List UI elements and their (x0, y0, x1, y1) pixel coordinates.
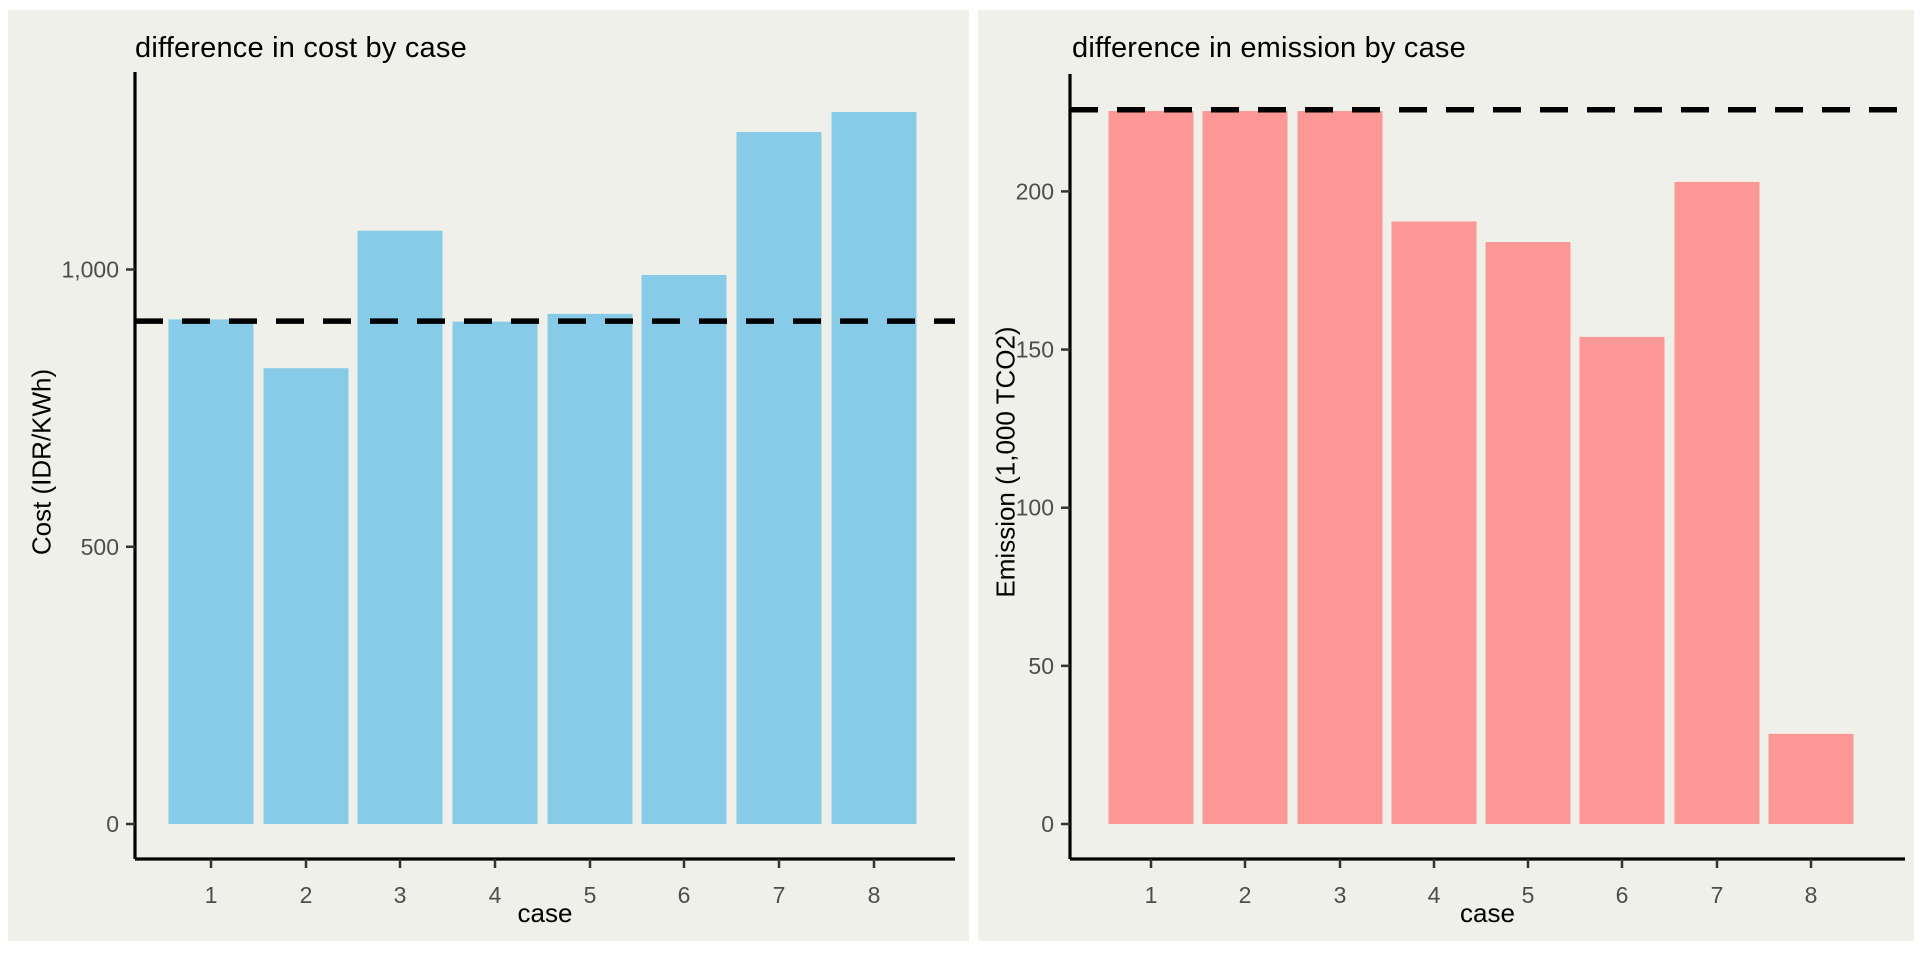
x-tick-label: 4 (489, 882, 502, 908)
x-tick-label: 4 (1428, 882, 1441, 908)
emission-x-axis-title: case (1460, 898, 1515, 928)
x-tick-label: 5 (1522, 882, 1535, 908)
x-tick-label: 2 (300, 882, 313, 908)
bar-case-3 (1297, 111, 1383, 824)
x-tick-label: 3 (1334, 882, 1347, 908)
emission-chart-figure: difference in emission by case Emission … (978, 10, 1914, 941)
x-tick-label: 8 (868, 882, 881, 908)
x-tick-label: 3 (394, 882, 407, 908)
bar-case-1 (1108, 111, 1194, 824)
x-tick-label: 1 (205, 882, 218, 908)
x-tick-label: 7 (1711, 882, 1724, 908)
bar-case-4 (1391, 221, 1477, 825)
x-tick-label: 8 (1805, 882, 1818, 908)
y-tick-label: 100 (1016, 495, 1054, 521)
bar-case-8 (831, 112, 917, 825)
bar-case-3 (357, 230, 443, 824)
bar-case-7 (1674, 181, 1760, 824)
bar-case-7 (736, 131, 822, 824)
cost-chart-figure: difference in cost by case Cost (IDR/KWh… (8, 10, 969, 941)
y-tick-label: 1,000 (61, 257, 119, 283)
bar-case-5 (1485, 242, 1571, 824)
x-tick-label: 6 (1616, 882, 1629, 908)
cost-chart-title: difference in cost by case (135, 32, 467, 64)
bar-case-5 (547, 313, 633, 824)
bar-case-6 (1579, 336, 1665, 824)
bar-case-8 (1768, 733, 1854, 824)
y-tick-label: 0 (106, 811, 119, 837)
x-tick-label: 7 (773, 882, 786, 908)
emission-chart-plot-area: 0 50 100 150 200 1 2 3 4 5 6 7 8 (1016, 74, 1905, 908)
bar-case-2 (1202, 111, 1288, 824)
x-tick-label: 5 (584, 882, 597, 908)
y-tick-label: 50 (1028, 653, 1054, 679)
bar-case-1 (168, 319, 254, 824)
bar-case-4 (452, 321, 538, 824)
y-tick-label: 0 (1041, 811, 1054, 837)
emission-chart-title: difference in emission by case (1072, 32, 1466, 64)
bar-case-6 (641, 275, 727, 824)
cost-chart-plot-area: 0 500 1,000 1 2 3 4 5 6 7 8 (61, 72, 955, 908)
bar-case-2 (263, 368, 349, 824)
cost-x-axis-title: case (517, 898, 573, 928)
y-tick-label: 150 (1016, 337, 1054, 363)
x-tick-label: 1 (1145, 882, 1158, 908)
x-tick-label: 2 (1239, 882, 1252, 908)
y-tick-label: 500 (81, 534, 119, 560)
y-tick-label: 200 (1016, 178, 1054, 204)
x-tick-label: 6 (678, 882, 691, 908)
